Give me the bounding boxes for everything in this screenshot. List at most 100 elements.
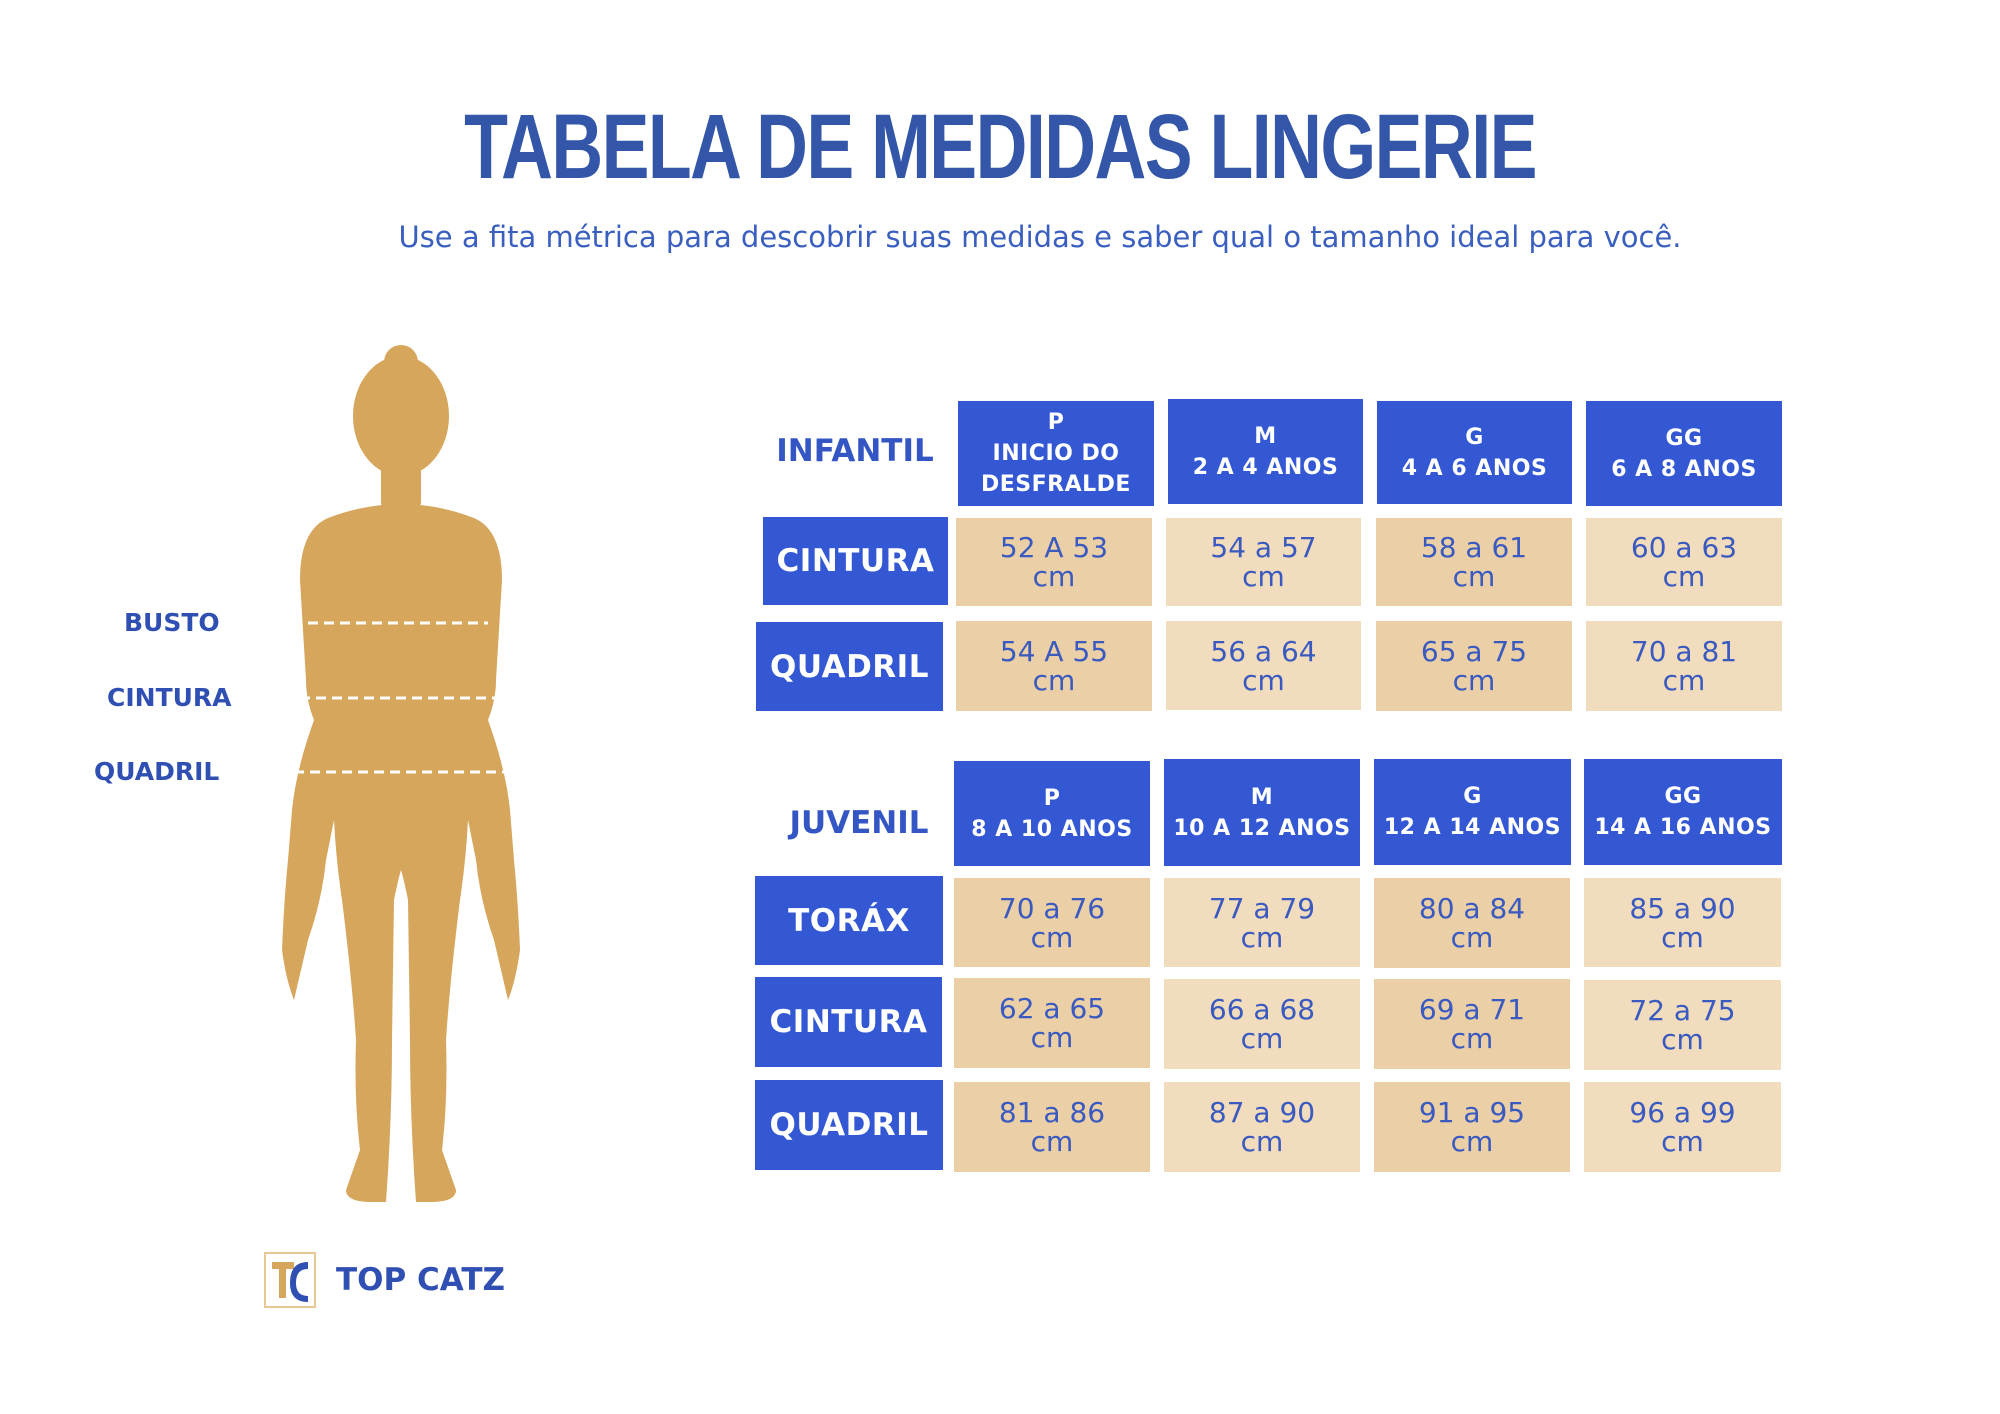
- cell-range: 72 a 75: [1629, 994, 1736, 1027]
- cell-unit: cm: [1030, 920, 1074, 954]
- cell-unit: cm: [1242, 560, 1285, 593]
- infantil-header-gg: GG 6 A 8 ANOS: [1586, 401, 1782, 506]
- juvenil-cell: 72 a 75 cm: [1584, 980, 1781, 1070]
- cell-range: 52 A 53: [999, 531, 1109, 564]
- cell-unit: cm: [1030, 1125, 1074, 1158]
- infantil-cell: 54 A 55 cm: [956, 621, 1152, 711]
- page-subtitle: Use a fita métrica para descobrir suas m…: [398, 220, 1682, 254]
- cell-unit: cm: [1452, 664, 1496, 697]
- header-line: INICIO DO: [992, 441, 1120, 466]
- header-line: 2 A 4 ANOS: [1192, 454, 1339, 480]
- juvenil-cell: 80 a 84 cm: [1374, 878, 1570, 968]
- header-line: DESFRALDE: [981, 472, 1131, 497]
- juvenil-cell: 81 a 86 cm: [954, 1082, 1150, 1172]
- header-size: P: [1047, 410, 1065, 435]
- juvenil-cell: 66 a 68 cm: [1164, 979, 1360, 1069]
- header-size: G: [1465, 424, 1484, 450]
- juvenil-header-m: M 10 A 12 ANOS: [1164, 759, 1360, 866]
- infantil-row-label-quadril: QUADRIL: [756, 622, 943, 711]
- juvenil-cell: 91 a 95 cm: [1374, 1082, 1570, 1172]
- juvenil-header-gg: GG 14 A 16 ANOS: [1584, 759, 1782, 865]
- juvenil-header-p: P 8 A 10 ANOS: [954, 761, 1150, 866]
- cell-range: 56 a 64: [1210, 634, 1317, 668]
- cell-unit: cm: [1661, 1125, 1704, 1158]
- infantil-header-m: M 2 A 4 ANOS: [1168, 399, 1363, 504]
- section-label-juvenil: JUVENIL: [789, 805, 929, 841]
- tc-monogram-icon: [264, 1252, 316, 1308]
- infantil-cell: 56 a 64 cm: [1166, 621, 1361, 710]
- infantil-cell: 70 a 81 cm: [1586, 621, 1782, 711]
- label-quadril: QUADRIL: [94, 757, 220, 786]
- header-size: M: [1254, 423, 1277, 449]
- cell-range: 87 a 90: [1208, 1096, 1316, 1129]
- brand-name: TOP CATZ: [336, 1262, 505, 1298]
- cell-range: 91 a 95: [1418, 1096, 1526, 1129]
- juvenil-cell: 96 a 99 cm: [1584, 1082, 1781, 1172]
- juvenil-cell: 62 a 65 cm: [954, 978, 1150, 1068]
- header-line: 14 A 16 ANOS: [1594, 815, 1772, 840]
- header-size: GG: [1665, 425, 1703, 451]
- header-line: 4 A 6 ANOS: [1401, 455, 1548, 481]
- cell-range: 62 a 65: [998, 992, 1106, 1025]
- cell-unit: cm: [1450, 1022, 1494, 1055]
- juvenil-row-label-quadril: QUADRIL: [755, 1080, 943, 1170]
- header-size: G: [1463, 784, 1482, 809]
- cell-range: 81 a 86: [998, 1096, 1106, 1129]
- infantil-cell: 54 a 57 cm: [1166, 518, 1361, 606]
- cell-range: 54 A 55: [999, 635, 1109, 668]
- cell-range: 80 a 84: [1418, 892, 1526, 925]
- body-silhouette-icon: [278, 345, 522, 1202]
- infantil-cell: 52 A 53 cm: [956, 518, 1152, 606]
- header-line: 10 A 12 ANOS: [1173, 815, 1351, 841]
- juvenil-row-label-torax: TORÁX: [755, 876, 943, 965]
- cell-range: 60 a 63: [1630, 531, 1738, 564]
- infantil-cell: 60 a 63 cm: [1586, 518, 1782, 606]
- cell-unit: cm: [1242, 663, 1285, 697]
- header-size: P: [1043, 785, 1061, 811]
- cell-range: 58 a 61: [1420, 531, 1528, 564]
- cell-range: 77 a 79: [1208, 891, 1316, 925]
- header-line: 6 A 8 ANOS: [1611, 456, 1757, 482]
- cell-unit: cm: [1030, 1021, 1074, 1054]
- cell-unit: cm: [1032, 664, 1076, 697]
- label-busto: BUSTO: [124, 608, 220, 637]
- juvenil-cell: 70 a 76 cm: [954, 878, 1150, 967]
- cell-unit: cm: [1662, 664, 1706, 697]
- juvenil-cell: 85 a 90 cm: [1584, 878, 1781, 967]
- infantil-header-g: G 4 A 6 ANOS: [1377, 401, 1572, 504]
- page-title: TABELA DE MEDIDAS LINGERIE: [464, 96, 1537, 198]
- juvenil-cell: 77 a 79 cm: [1164, 878, 1360, 967]
- header-size: M: [1250, 784, 1274, 810]
- cell-unit: cm: [1032, 560, 1076, 593]
- infantil-header-p: P INICIO DO DESFRALDE: [958, 401, 1154, 506]
- juvenil-row-label-cintura: CINTURA: [755, 977, 942, 1067]
- cell-unit: cm: [1452, 560, 1496, 593]
- header-size: GG: [1664, 784, 1702, 809]
- section-label-infantil: INFANTIL: [776, 433, 934, 469]
- cell-unit: cm: [1662, 560, 1706, 593]
- header-line: 8 A 10 ANOS: [971, 816, 1133, 842]
- cell-range: 66 a 68: [1208, 993, 1316, 1026]
- cell-range: 70 a 76: [998, 891, 1106, 925]
- cell-range: 69 a 71: [1418, 993, 1526, 1026]
- juvenil-cell: 87 a 90 cm: [1164, 1082, 1360, 1172]
- cell-unit: cm: [1450, 1125, 1494, 1158]
- juvenil-header-g: G 12 A 14 ANOS: [1374, 759, 1571, 865]
- cell-unit: cm: [1240, 1125, 1284, 1158]
- cell-range: 96 a 99: [1629, 1096, 1736, 1129]
- infantil-cell: 58 a 61 cm: [1376, 518, 1572, 606]
- infantil-cell: 65 a 75 cm: [1376, 621, 1572, 711]
- header-line: 12 A 14 ANOS: [1383, 815, 1562, 840]
- cell-range: 54 a 57: [1210, 531, 1317, 564]
- juvenil-cell: 69 a 71 cm: [1374, 979, 1570, 1069]
- cell-unit: cm: [1661, 920, 1704, 954]
- cell-range: 65 a 75: [1420, 635, 1528, 668]
- cell-unit: cm: [1240, 920, 1284, 954]
- cell-range: 85 a 90: [1629, 891, 1736, 925]
- cell-unit: cm: [1450, 921, 1494, 954]
- cell-range: 70 a 81: [1630, 635, 1738, 668]
- cell-unit: cm: [1661, 1023, 1704, 1056]
- label-cintura: CINTURA: [107, 683, 232, 712]
- infantil-row-label-cintura: CINTURA: [763, 517, 948, 605]
- cell-unit: cm: [1240, 1022, 1284, 1055]
